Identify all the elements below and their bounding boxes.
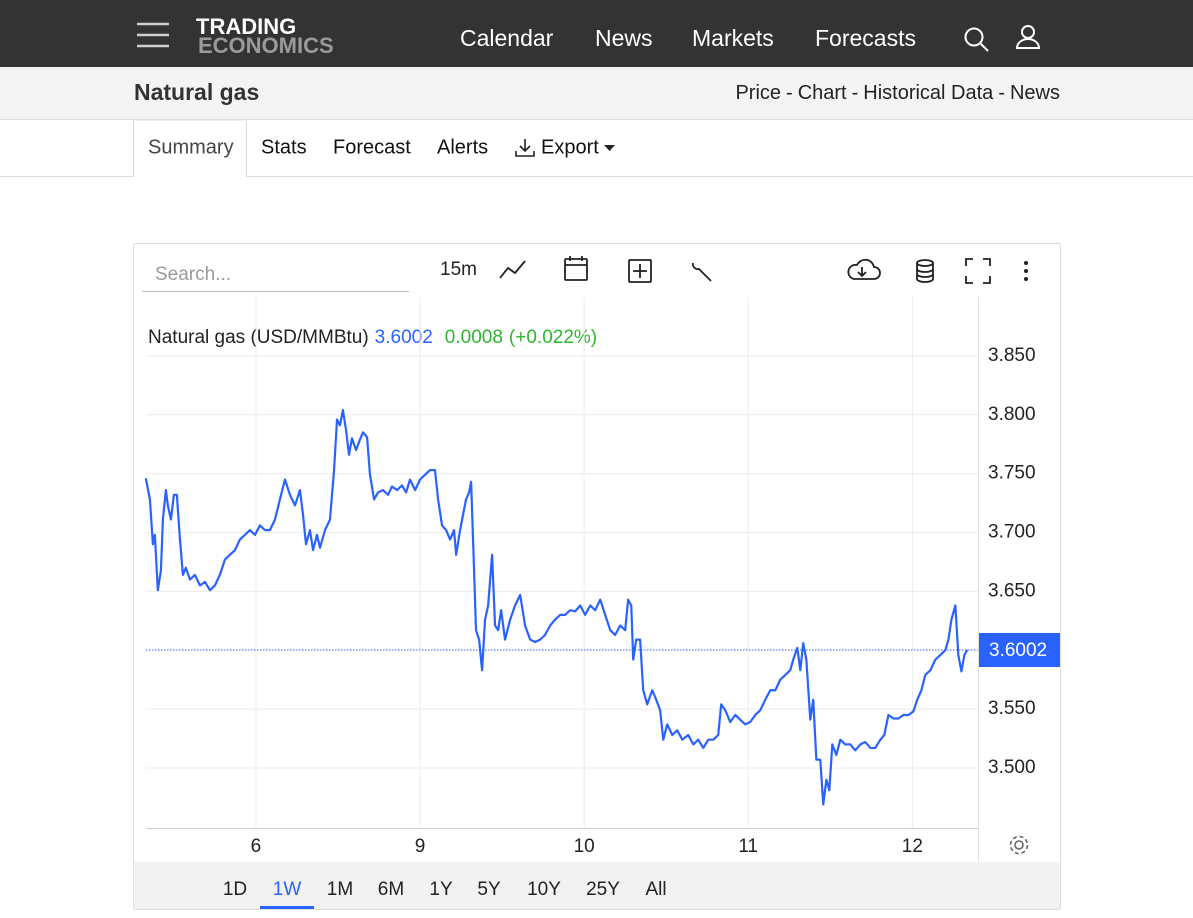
settings-tool-icon[interactable] — [692, 262, 712, 282]
data-icon[interactable] — [916, 259, 934, 283]
range-button[interactable]: All — [645, 879, 666, 900]
last-price-box — [979, 632, 1060, 667]
range-button[interactable]: 10Y — [527, 879, 561, 900]
price-change-percent: (+0.022%) — [509, 327, 597, 348]
download-cloud-icon[interactable] — [847, 258, 881, 280]
y-tick-label: 3.650 — [988, 580, 1036, 601]
last-price: 3.6002 — [375, 327, 433, 348]
range-button[interactable]: 6M — [378, 879, 404, 900]
nav-link[interactable]: News — [595, 25, 653, 51]
tab[interactable]: Summary — [148, 136, 234, 158]
export-caret — [604, 145, 615, 151]
y-tick-label: 3.850 — [988, 345, 1036, 366]
section-link[interactable]: Historical Data — [863, 82, 994, 104]
menu-icon[interactable] — [137, 22, 169, 48]
link-separator: - — [786, 82, 793, 104]
section-links: Price - Chart - Historical Data - News — [735, 82, 1060, 104]
plot: 3.500 3.550 3.650 3.700 3.750 3.800 3.850 6 9 10 1… — [144, 297, 1060, 862]
range-button[interactable]: 25Y — [586, 879, 620, 900]
y-tick-label: 3.750 — [988, 463, 1036, 484]
nav: Calendar News Markets Forecasts — [460, 25, 916, 51]
section-link[interactable]: Price — [735, 82, 781, 104]
active-tab-cover — [134, 174, 246, 178]
nav-link[interactable]: Forecasts — [815, 25, 916, 51]
range-buttons: 1D 1W 1M 6M 1Y 5Y 10Y 25Y All — [223, 879, 667, 909]
nav-link[interactable]: Markets — [692, 25, 774, 51]
active-tab — [133, 119, 247, 177]
fullscreen-icon[interactable] — [965, 258, 991, 284]
logo-bottom[interactable]: ECONOMICS — [198, 33, 334, 58]
price-change: 0.0008 — [445, 327, 503, 348]
range-button[interactable]: 1D — [223, 879, 247, 900]
user-icon[interactable] — [1015, 25, 1041, 49]
y-tick-label: 3.550 — [988, 698, 1036, 719]
series-legend: Natural gas (USD/MMBtu) 3.6002 0.0008 (+0.0… — [148, 327, 597, 348]
tab[interactable]: Alerts — [437, 136, 488, 158]
range-bar — [134, 862, 1060, 909]
range-button[interactable]: 1W — [273, 879, 302, 900]
top-bar — [0, 0, 1193, 67]
section-link[interactable]: News — [1010, 82, 1060, 104]
x-tick-label: 9 — [415, 836, 426, 857]
chart-panel — [133, 243, 1061, 910]
page-title: Natural gas — [134, 79, 259, 105]
tabs: Summary Stats Forecast Alerts Export — [148, 136, 599, 158]
section-link[interactable]: Chart — [798, 82, 847, 104]
range-button[interactable]: 1Y — [429, 879, 453, 900]
price-line — [144, 408, 969, 806]
interval-button[interactable]: 15m — [440, 259, 477, 280]
x-tick-label: 6 — [251, 836, 262, 857]
nav-link[interactable]: Calendar — [460, 25, 554, 51]
range-button[interactable]: 5Y — [477, 879, 501, 900]
calendar-icon[interactable] — [564, 256, 588, 281]
x-tick-label: 10 — [574, 836, 595, 857]
add-indicator-icon[interactable] — [628, 259, 652, 283]
link-separator: - — [852, 82, 859, 104]
link-separator: - — [998, 82, 1005, 104]
search-input[interactable]: Search... — [155, 264, 231, 285]
range-button[interactable]: 1M — [327, 879, 353, 900]
y-tick-label: 3.500 — [988, 757, 1036, 778]
tab[interactable]: Export — [541, 136, 599, 158]
x-tick-label: 11 — [738, 836, 758, 857]
range-active-underline — [260, 906, 314, 909]
series-name: Natural gas (USD/MMBtu) — [148, 327, 369, 348]
y-tick-label: 3.700 — [988, 521, 1036, 542]
x-tick-label: 12 — [902, 836, 923, 857]
download-icon — [515, 139, 535, 157]
subheader — [0, 67, 1193, 119]
last-price-label: 3.6002 — [989, 640, 1047, 661]
y-tick-label: 3.800 — [988, 404, 1036, 425]
tab[interactable]: Forecast — [333, 136, 411, 158]
more-icon[interactable] — [1024, 261, 1028, 281]
logo-top[interactable]: TRADING — [196, 14, 296, 39]
chart-type-icon[interactable] — [499, 260, 526, 279]
tab[interactable]: Stats — [261, 136, 307, 158]
search-icon[interactable] — [964, 27, 989, 52]
gear-icon[interactable] — [1009, 835, 1029, 855]
